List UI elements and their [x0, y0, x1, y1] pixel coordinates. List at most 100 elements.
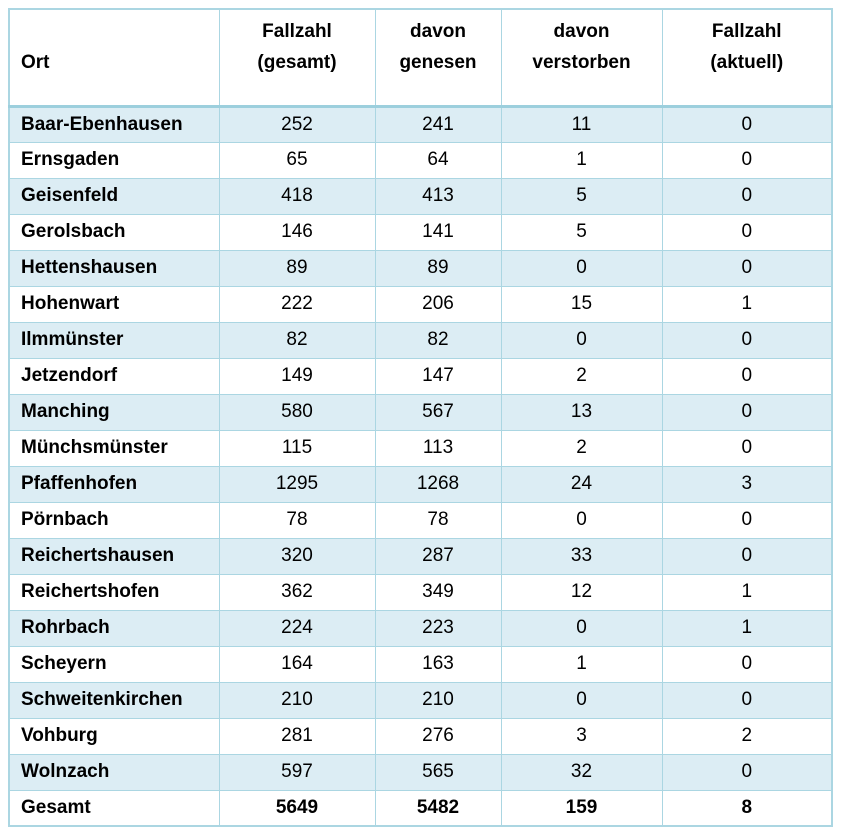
total-row: Gesamt 5649 5482 159 8: [8, 789, 833, 827]
cell-genesen: 413: [374, 177, 502, 215]
table-row: Geisenfeld 418 413 5 0: [8, 177, 833, 215]
cell-gesamt: 65: [218, 141, 376, 179]
cell-ort: Pörnbach: [8, 501, 220, 539]
cell-ort: Hohenwart: [8, 285, 220, 323]
header-row: Ort Fallzahl (gesamt) davon genesen davon vers…: [8, 8, 833, 108]
cell-ort: Pfaffenhofen: [8, 465, 220, 503]
cell-ort: Scheyern: [8, 645, 220, 683]
cell-aktuell: 0: [661, 537, 833, 575]
cell-verstorben: 2: [500, 357, 663, 395]
cell-gesamt: 82: [218, 321, 376, 359]
cell-aktuell: 0: [661, 393, 833, 431]
table-header: Ort Fallzahl (gesamt) davon genesen davon vers…: [8, 8, 833, 108]
cell-aktuell: 1: [661, 285, 833, 323]
cell-verstorben: 11: [500, 105, 663, 143]
cell-verstorben: 13: [500, 393, 663, 431]
cell-aktuell: 0: [661, 177, 833, 215]
cell-genesen: 141: [374, 213, 502, 251]
cell-genesen: 567: [374, 393, 502, 431]
cell-genesen: 565: [374, 753, 502, 791]
column-header-ort: Ort: [8, 8, 220, 108]
column-header-genesen: davon genesen: [374, 8, 502, 108]
cell-ort: Münchsmünster: [8, 429, 220, 467]
cell-ort: Jetzendorf: [8, 357, 220, 395]
column-header-line: genesen: [399, 52, 477, 73]
cell-gesamt: 115: [218, 429, 376, 467]
column-header-line: verstorben: [532, 52, 631, 73]
table-row: Münchsmünster 115 113 2 0: [8, 429, 833, 467]
cell-genesen: 82: [374, 321, 502, 359]
total-cell-gesamt: 5649: [218, 789, 376, 827]
cell-genesen: 276: [374, 717, 502, 755]
cell-ort: Geisenfeld: [8, 177, 220, 215]
cell-ort: Baar-Ebenhausen: [8, 105, 220, 143]
cell-aktuell: 0: [661, 213, 833, 251]
table-body: Baar-Ebenhausen 252 241 11 0 Ernsgaden 65 64 1 0 G…: [8, 105, 833, 827]
cell-gesamt: 252: [218, 105, 376, 143]
cell-ort: Manching: [8, 393, 220, 431]
cell-verstorben: 3: [500, 717, 663, 755]
cell-aktuell: 0: [661, 357, 833, 395]
column-header-aktuell: Fallzahl (aktuell): [661, 8, 833, 108]
cell-verstorben: 0: [500, 501, 663, 539]
cell-aktuell: 0: [661, 753, 833, 791]
table-row: Manching 580 567 13 0: [8, 393, 833, 431]
cell-gesamt: 281: [218, 717, 376, 755]
cell-gesamt: 224: [218, 609, 376, 647]
cell-gesamt: 222: [218, 285, 376, 323]
table-row: Vohburg 281 276 3 2: [8, 717, 833, 755]
cell-verstorben: 5: [500, 177, 663, 215]
cell-gesamt: 149: [218, 357, 376, 395]
cell-verstorben: 1: [500, 645, 663, 683]
cell-aktuell: 0: [661, 645, 833, 683]
cell-genesen: 206: [374, 285, 502, 323]
cell-aktuell: 2: [661, 717, 833, 755]
cell-gesamt: 580: [218, 393, 376, 431]
cell-ort: Ilmmünster: [8, 321, 220, 359]
cell-gesamt: 362: [218, 573, 376, 611]
cell-aktuell: 1: [661, 609, 833, 647]
cell-ort: Reichertshofen: [8, 573, 220, 611]
cell-verstorben: 32: [500, 753, 663, 791]
cell-verstorben: 5: [500, 213, 663, 251]
table-row: Hohenwart 222 206 15 1: [8, 285, 833, 323]
cell-gesamt: 597: [218, 753, 376, 791]
column-header-gesamt: Fallzahl (gesamt): [218, 8, 376, 108]
cell-gesamt: 146: [218, 213, 376, 251]
column-header-line: (gesamt): [257, 52, 337, 73]
column-header-line: Fallzahl: [711, 21, 782, 42]
cell-aktuell: 3: [661, 465, 833, 503]
cell-genesen: 241: [374, 105, 502, 143]
table-row: Reichertshausen 320 287 33 0: [8, 537, 833, 575]
cell-gesamt: 89: [218, 249, 376, 287]
cell-verstorben: 0: [500, 321, 663, 359]
cell-verstorben: 2: [500, 429, 663, 467]
cell-genesen: 223: [374, 609, 502, 647]
table-row: Reichertshofen 362 349 12 1: [8, 573, 833, 611]
cell-verstorben: 0: [500, 609, 663, 647]
cell-genesen: 349: [374, 573, 502, 611]
cell-aktuell: 0: [661, 681, 833, 719]
cell-ort: Reichertshausen: [8, 537, 220, 575]
column-header-line: Fallzahl: [262, 21, 332, 42]
cell-aktuell: 0: [661, 141, 833, 179]
cell-ort: Ernsgaden: [8, 141, 220, 179]
cell-genesen: 89: [374, 249, 502, 287]
cell-verstorben: 24: [500, 465, 663, 503]
cell-ort: Vohburg: [8, 717, 220, 755]
cell-aktuell: 0: [661, 105, 833, 143]
cell-ort: Schweitenkirchen: [8, 681, 220, 719]
cell-genesen: 1268: [374, 465, 502, 503]
cell-genesen: 78: [374, 501, 502, 539]
total-cell-aktuell: 8: [661, 789, 833, 827]
table-row: Baar-Ebenhausen 252 241 11 0: [8, 105, 833, 143]
cell-gesamt: 164: [218, 645, 376, 683]
covid-cases-table: Ort Fallzahl (gesamt) davon genesen davon vers…: [8, 8, 833, 827]
table-row: Rohrbach 224 223 0 1: [8, 609, 833, 647]
table-row: Gerolsbach 146 141 5 0: [8, 213, 833, 251]
cases-table-container: Ort Fallzahl (gesamt) davon genesen davon vers…: [8, 8, 833, 827]
column-header-line: (aktuell): [710, 52, 784, 73]
column-header-line: Ort: [21, 52, 50, 73]
table-row: Wolnzach 597 565 32 0: [8, 753, 833, 791]
cell-genesen: 64: [374, 141, 502, 179]
